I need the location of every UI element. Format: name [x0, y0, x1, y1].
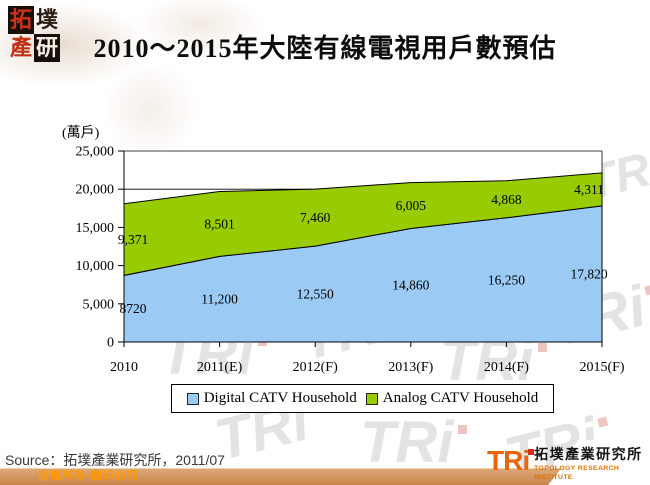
source-line: Source：拓墣產業研究所，2011/07 [5, 452, 225, 468]
tri-watermark: TRi [360, 414, 467, 472]
legend-item-analog: Analog CATV Household [365, 390, 539, 407]
digital-value-label: 11,200 [201, 292, 238, 307]
y-tick-label: 25,000 [76, 145, 115, 160]
digital-value-label: 16,250 [488, 272, 525, 287]
digital-value-label: 14,860 [392, 278, 429, 293]
tri-logotype-text: TRi [487, 445, 530, 476]
analog-value-label: 6,005 [396, 198, 427, 213]
analog-catv-area [123, 172, 603, 277]
digital-value-label: 17,820 [570, 266, 607, 281]
digital-series-swatch [186, 392, 199, 405]
x-tick-label: 2012(F) [293, 360, 338, 375]
footer-bar [0, 468, 650, 485]
legend-label-digital: Digital CATV Household [203, 390, 357, 406]
seal-char: 墣 [35, 7, 58, 32]
tri-logotype: TRi [487, 445, 534, 476]
topology-seal-logo: 拓 墣 產 研 [8, 6, 60, 62]
analog-series-swatch [365, 392, 378, 405]
digital-value-label: 12,550 [297, 287, 334, 302]
seal-char: 產 [9, 35, 32, 60]
y-tick-label: 20,000 [76, 183, 115, 198]
x-tick-label: 2015(F) [579, 360, 624, 375]
y-tick-label: 0 [107, 336, 114, 351]
seal-char: 研 [34, 34, 60, 62]
tri-brand-logo: TRi 拓墣產業研究所 TOPOLOGY RESEARCH INSTITUTE [487, 445, 650, 482]
analog-value-label: 7,460 [300, 210, 331, 225]
x-tick-label: 2010 [110, 360, 138, 375]
brand-texts: 拓墣產業研究所 TOPOLOGY RESEARCH INSTITUTE [534, 448, 650, 482]
background-map-texture [0, 0, 360, 150]
legend-label-analog: Analog CATV Household [382, 390, 539, 406]
legend-item-digital: Digital CATV Household [186, 390, 357, 407]
analog-value-label: 4,311 [574, 182, 604, 197]
chart-legend: Digital CATV Household Analog CATV House… [171, 384, 554, 413]
brand-name-english: TOPOLOGY RESEARCH INSTITUTE [534, 465, 620, 481]
x-tick-label: 2013(F) [388, 360, 433, 375]
chart-title: 2010～2015年大陸有線電視用戶數預估 [93, 34, 557, 63]
digital-value-label: 8720 [120, 301, 147, 316]
analog-value-label: 9,371 [118, 232, 148, 247]
analog-value-label: 8,501 [204, 217, 234, 232]
x-tick-label: 2014(F) [484, 360, 529, 375]
analog-value-label: 4,868 [491, 192, 522, 207]
copyright-text: 版權所有▪翻印必究 [38, 470, 139, 482]
y-tick-label: 15,000 [76, 221, 115, 236]
x-tick-label: 2011(E) [197, 360, 243, 375]
seal-char: 拓 [8, 6, 34, 34]
y-axis-unit-label: (萬戶) [62, 126, 100, 141]
y-tick-label: 5,000 [83, 297, 115, 312]
brand-name-chinese: 拓墣產業研究所 [534, 448, 643, 463]
y-tick-label: 10,000 [76, 259, 115, 274]
tri-logo-red-dot-icon [528, 449, 534, 455]
